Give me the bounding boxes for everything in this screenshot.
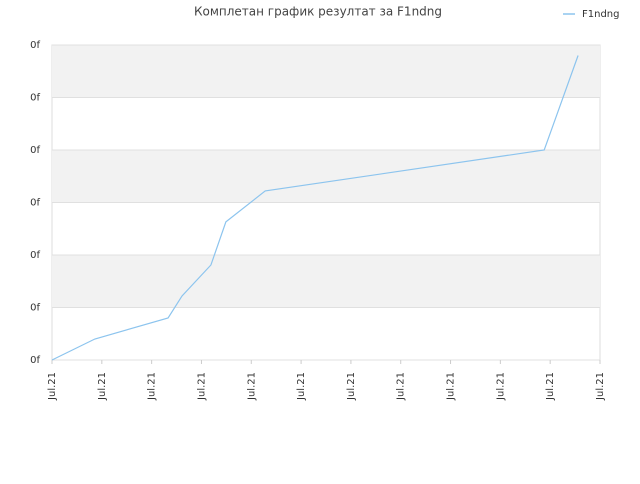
y-tick-label: 0f	[30, 303, 40, 314]
x-tick-label: Jul.21	[196, 372, 207, 401]
x-tick-label: Jul.21	[446, 372, 457, 401]
x-tick-label: Jul.21	[47, 372, 58, 401]
x-tick-label: Jul.21	[246, 372, 257, 401]
chart-title: Комплетан график резултат за F1ndng	[194, 5, 442, 19]
grid-band	[52, 255, 600, 308]
grid-band	[52, 150, 600, 203]
x-tick-label: Jul.21	[595, 372, 606, 401]
y-tick-label: 0f	[30, 145, 40, 156]
x-tick-label: Jul.21	[97, 372, 108, 401]
x-tick-label: Jul.21	[147, 372, 158, 401]
x-tick-label: Jul.21	[545, 372, 556, 401]
y-tick-label: 0f	[30, 250, 40, 261]
grid-band	[52, 45, 600, 98]
y-tick-label: 0f	[30, 93, 40, 104]
x-tick-label: Jul.21	[296, 372, 307, 401]
y-tick-label: 0f	[30, 40, 40, 51]
line	[51, 55, 579, 361]
x-tick-label: Jul.21	[346, 372, 357, 401]
legend-label: F1ndng	[582, 9, 620, 20]
y-tick-label: 0f	[30, 355, 40, 366]
x-tick-label: Jul.21	[396, 372, 407, 401]
x-tick-label: Jul.21	[495, 372, 506, 401]
y-tick-label: 0f	[30, 198, 40, 209]
